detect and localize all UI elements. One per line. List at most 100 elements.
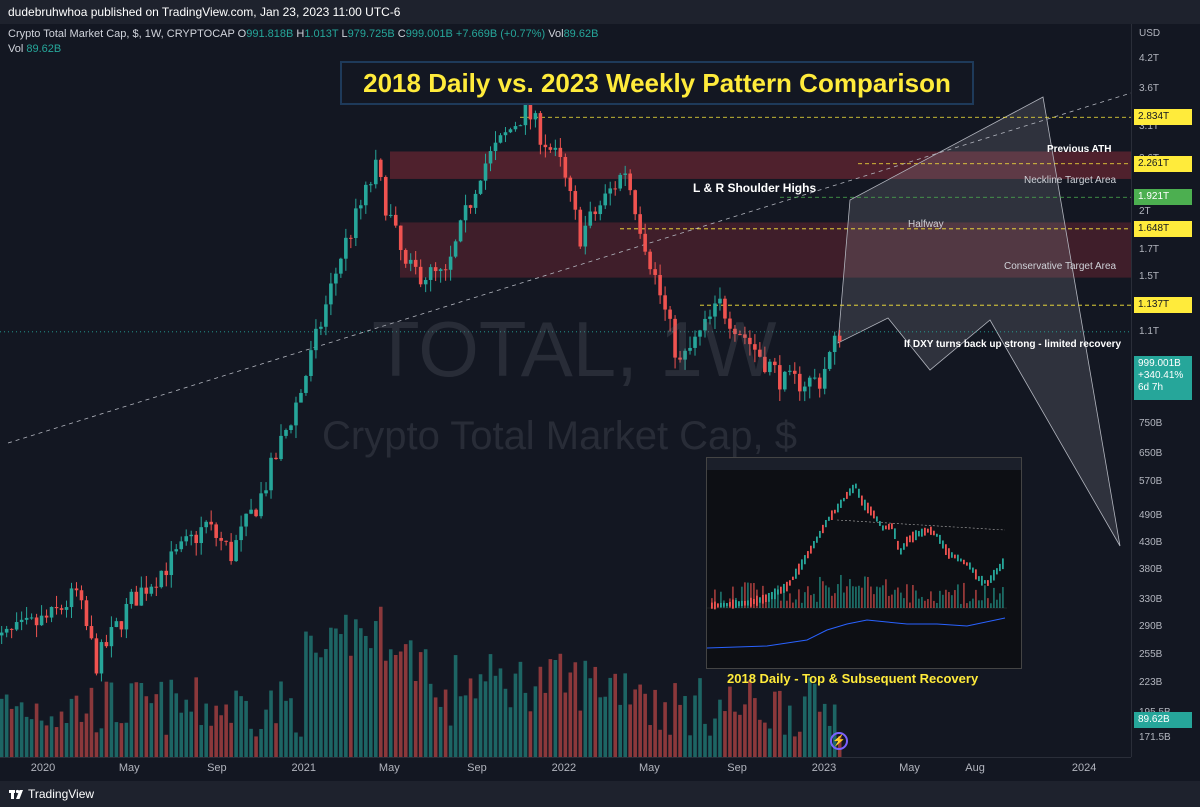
volume-bar xyxy=(359,628,363,757)
volume-price-label[interactable]: 89.62B xyxy=(1134,712,1192,728)
shoulder-highs-label[interactable]: L & R Shoulder Highs xyxy=(693,181,817,195)
level-price-label[interactable]: 1.137T xyxy=(1134,297,1192,314)
current-price-label[interactable]: 999.001B +340.41% 6d 7h xyxy=(1134,356,1192,400)
inset-volume xyxy=(984,585,986,608)
candle-body xyxy=(408,259,413,264)
symbol-description[interactable]: Crypto Total Market Cap, $, 1W, CRYPTOCA… xyxy=(8,28,235,40)
candles[interactable] xyxy=(0,89,842,682)
time-axis[interactable]: 2020 May Sep 2021 May Sep 2022 May Sep 2023 May Aug… xyxy=(0,757,1131,782)
currency-label[interactable]: USD xyxy=(1139,28,1161,39)
chart-title[interactable]: 2018 Daily vs. 2023 Weekly Pattern Compa… xyxy=(340,61,974,105)
inset-candle xyxy=(996,568,998,575)
inset-volume xyxy=(789,593,791,608)
inset-volume xyxy=(795,599,797,608)
volume-bar xyxy=(194,677,199,757)
candle-body xyxy=(533,113,538,120)
candle-body xyxy=(768,361,772,373)
candle-body xyxy=(733,328,737,335)
inset-candle xyxy=(993,569,995,581)
inset-volume xyxy=(780,600,782,608)
volume-bar xyxy=(423,649,428,757)
volume-bar xyxy=(289,698,293,757)
level-price-label[interactable]: 2.834T xyxy=(1134,109,1192,126)
candle-body xyxy=(812,377,817,379)
volume-bar xyxy=(673,683,677,757)
volume-bar xyxy=(468,678,473,757)
candle-body xyxy=(837,335,842,342)
inset-candle xyxy=(867,502,869,514)
volume-bar xyxy=(568,672,573,757)
volume-bar xyxy=(738,714,742,757)
inset-volume xyxy=(972,598,974,608)
candle-body xyxy=(184,536,189,542)
time-tick: 2023 xyxy=(811,762,837,774)
neckline-label[interactable]: Neckline Target Area xyxy=(1024,175,1117,186)
price-tick: 490B xyxy=(1139,510,1163,521)
volume-bar xyxy=(663,702,667,757)
inset-candle xyxy=(831,510,833,520)
price-axis[interactable]: USD 4.2T3.6T3.1T2.6T2T1.7T1.5T1.3T1.1T75… xyxy=(1131,24,1200,757)
candle-body xyxy=(104,642,109,647)
inset-candle xyxy=(924,527,926,536)
volume-bar xyxy=(827,725,832,757)
inset-2018-chart-image[interactable] xyxy=(706,457,1022,669)
low-label: L xyxy=(341,28,348,40)
change-value: +7.669B (+0.77%) xyxy=(455,28,546,40)
projection-path[interactable] xyxy=(837,96,1121,547)
volume-bar xyxy=(628,704,632,757)
candle-body xyxy=(344,237,348,259)
target-zone[interactable] xyxy=(390,151,1131,179)
inset-candle xyxy=(837,503,839,513)
volume-study-label[interactable]: Vol xyxy=(8,43,24,55)
time-tick: 2021 xyxy=(291,762,317,774)
level-price-label[interactable]: 1.921T xyxy=(1134,189,1192,206)
volume-bar xyxy=(99,728,104,757)
volume-bar xyxy=(443,689,448,757)
candle-body xyxy=(673,318,677,358)
volume-bar xyxy=(49,716,54,757)
volume-bar xyxy=(658,729,662,757)
volume-bar xyxy=(403,644,408,757)
inset-volume xyxy=(843,592,845,608)
volume-bar xyxy=(264,709,268,757)
inset-volume xyxy=(807,586,809,608)
inset-candle xyxy=(897,540,899,550)
candle-body xyxy=(608,188,613,194)
previous-ath-label[interactable]: Previous ATH xyxy=(1047,144,1112,155)
volume-bar xyxy=(648,725,652,757)
candle-body xyxy=(443,269,448,271)
volume-bar xyxy=(413,680,418,757)
candle-body xyxy=(324,304,328,327)
volume-bar xyxy=(428,683,433,757)
inset-volume xyxy=(855,586,857,608)
inset-candle xyxy=(780,586,782,594)
volume-bar xyxy=(64,723,69,757)
volume-bar xyxy=(269,690,273,757)
inset-volume xyxy=(792,602,794,608)
level-price-label[interactable]: 2.261T xyxy=(1134,155,1192,172)
inset-volume xyxy=(921,596,923,608)
inset-volume xyxy=(831,595,833,608)
candle-body xyxy=(39,615,44,626)
level-price-label[interactable]: 1.648T xyxy=(1134,220,1192,237)
candle-body xyxy=(583,225,588,247)
time-tick: May xyxy=(639,762,660,774)
chart-pane[interactable] xyxy=(0,24,1131,757)
close-value: 999.001B xyxy=(405,28,453,40)
volume-bar xyxy=(378,606,383,757)
inset-volume xyxy=(744,582,746,608)
volume-bar xyxy=(79,721,84,757)
halfway-label[interactable]: Halfway xyxy=(908,219,944,230)
candle-body xyxy=(69,588,74,608)
target-zone[interactable] xyxy=(400,222,1131,278)
candle-body xyxy=(254,509,258,517)
conservative-target-label[interactable]: Conservative Target Area xyxy=(1004,261,1117,272)
dxy-label[interactable]: If DXY turns back up strong - limited re… xyxy=(904,339,1122,350)
inset-volume xyxy=(864,576,866,608)
volume-bar xyxy=(224,704,228,757)
volume-bars[interactable] xyxy=(0,606,842,757)
lightning-icon[interactable]: ⚡ xyxy=(830,732,848,750)
chart-canvas[interactable] xyxy=(0,24,1131,757)
volume-bar xyxy=(453,655,458,757)
candle-body xyxy=(403,250,408,264)
